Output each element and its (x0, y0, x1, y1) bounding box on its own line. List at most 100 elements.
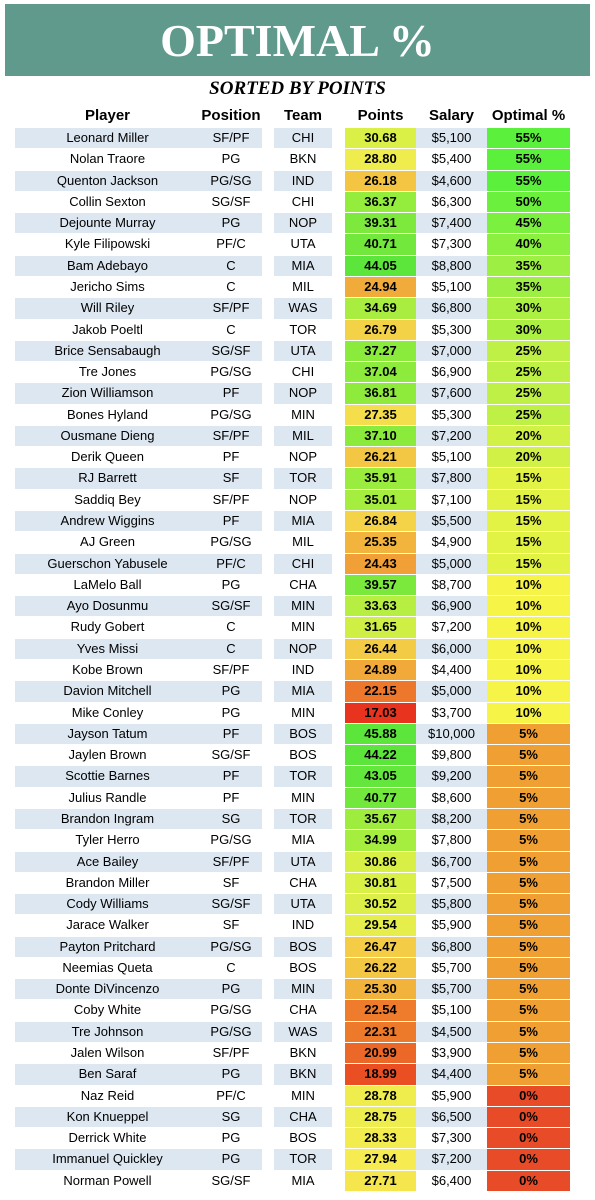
position-cell: SF/PF (200, 425, 262, 447)
points-cell: 28.75 (345, 1106, 416, 1128)
optimal-cell: 25% (487, 404, 570, 425)
salary-cell: $7,600 (416, 383, 487, 404)
player-cell: Ace Bailey (15, 851, 200, 872)
salary-cell: $5,000 (416, 681, 487, 702)
player-cell: Brandon Ingram (15, 808, 200, 830)
team-cell: MIN (274, 596, 332, 617)
position-cell: PG/SG (200, 1000, 262, 1021)
points-cell: 30.52 (345, 894, 416, 915)
position-cell: SF/PF (200, 489, 262, 511)
player-cell: Derrick White (15, 1128, 200, 1149)
salary-cell: $6,400 (416, 1170, 487, 1191)
team-cell: BKN (274, 1064, 332, 1085)
salary-cell: $10,000 (416, 723, 487, 745)
team-cell: MIA (274, 255, 332, 276)
column-header: Optimal % (491, 107, 566, 124)
points-cell: 40.71 (345, 234, 416, 255)
player-cell: Kobe Brown (15, 660, 200, 681)
player-cell: Ben Saraf (15, 1064, 200, 1085)
position-cell: SF/PF (200, 298, 262, 319)
points-cell: 35.91 (345, 468, 416, 489)
points-cell: 22.54 (345, 1000, 416, 1021)
team-cell: MIN (274, 1085, 332, 1106)
team-cell: TOR (274, 468, 332, 489)
points-cell: 28.78 (345, 1085, 416, 1106)
optimal-cell: 10% (487, 681, 570, 702)
salary-cell: $8,700 (416, 574, 487, 596)
optimal-cell: 15% (487, 468, 570, 489)
optimal-cell: 0% (487, 1149, 570, 1170)
team-cell: BOS (274, 745, 332, 766)
player-cell: Naz Reid (15, 1085, 200, 1106)
optimal-cell: 5% (487, 872, 570, 894)
team-cell: TOR (274, 1149, 332, 1170)
team-cell: BOS (274, 936, 332, 957)
points-cell: 24.94 (345, 276, 416, 298)
position-cell: PG/SG (200, 170, 262, 191)
optimal-cell: 5% (487, 745, 570, 766)
salary-cell: $5,700 (416, 979, 487, 1000)
optimal-cell: 5% (487, 723, 570, 745)
position-cell: C (200, 617, 262, 638)
salary-cell: $5,800 (416, 894, 487, 915)
player-cell: Ousmane Dieng (15, 425, 200, 447)
player-cell: Cody Williams (15, 894, 200, 915)
salary-cell: $8,600 (416, 787, 487, 808)
team-cell: UTA (274, 851, 332, 872)
optimal-cell: 15% (487, 532, 570, 553)
player-cell: Tre Jones (15, 362, 200, 383)
player-cell: Derik Queen (15, 447, 200, 468)
optimal-cell: 5% (487, 1043, 570, 1064)
salary-cell: $5,000 (416, 553, 487, 574)
points-cell: 43.05 (345, 766, 416, 787)
optimal-cell: 5% (487, 1064, 570, 1085)
position-cell: PG/SG (200, 1021, 262, 1043)
title-banner: OPTIMAL % (5, 4, 590, 76)
player-cell: Bones Hyland (15, 404, 200, 425)
optimal-cell: 5% (487, 936, 570, 957)
salary-cell: $4,400 (416, 660, 487, 681)
points-cell: 30.86 (345, 851, 416, 872)
points-cell: 28.33 (345, 1128, 416, 1149)
position-cell: PF (200, 787, 262, 808)
team-cell: TOR (274, 808, 332, 830)
optimal-cell: 5% (487, 830, 570, 851)
player-cell: Saddiq Bey (15, 489, 200, 511)
position-cell: SF/PF (200, 128, 262, 149)
team-cell: IND (274, 915, 332, 936)
team-cell: MIN (274, 787, 332, 808)
optimal-cell: 35% (487, 255, 570, 276)
optimal-cell: 25% (487, 340, 570, 362)
player-cell: Kon Knueppel (15, 1106, 200, 1128)
player-cell: Guerschon Yabusele (15, 553, 200, 574)
optimal-cell: 5% (487, 808, 570, 830)
player-cell: Jarace Walker (15, 915, 200, 936)
position-cell: PG/SG (200, 362, 262, 383)
player-cell: Immanuel Quickley (15, 1149, 200, 1170)
optimal-cell: 5% (487, 957, 570, 979)
position-cell: SF (200, 872, 262, 894)
optimal-cell: 10% (487, 638, 570, 659)
position-cell: PF (200, 511, 262, 532)
salary-cell: $6,700 (416, 851, 487, 872)
optimal-cell: 15% (487, 511, 570, 532)
points-cell: 26.79 (345, 319, 416, 340)
salary-cell: $5,100 (416, 1000, 487, 1021)
optimal-cell: 0% (487, 1170, 570, 1191)
salary-cell: $4,400 (416, 1064, 487, 1085)
column-header: Team (283, 107, 323, 124)
team-cell: BOS (274, 1128, 332, 1149)
position-cell: SG/SF (200, 191, 262, 213)
points-cell: 44.05 (345, 255, 416, 276)
optimal-cell: 30% (487, 319, 570, 340)
salary-cell: $5,100 (416, 447, 487, 468)
player-cell: Julius Randle (15, 787, 200, 808)
team-cell: NOP (274, 447, 332, 468)
points-cell: 44.22 (345, 745, 416, 766)
player-cell: Donte DiVincenzo (15, 979, 200, 1000)
optimal-cell: 5% (487, 851, 570, 872)
optimal-cell: 10% (487, 574, 570, 596)
position-cell: C (200, 255, 262, 276)
salary-cell: $8,800 (416, 255, 487, 276)
optimal-cell: 0% (487, 1106, 570, 1128)
